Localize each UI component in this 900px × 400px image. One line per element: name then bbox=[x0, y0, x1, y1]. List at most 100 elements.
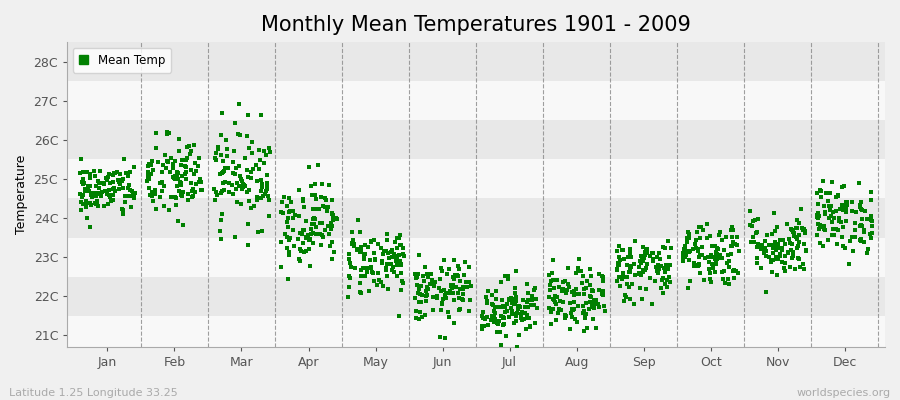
Point bbox=[175, 193, 189, 200]
Point bbox=[679, 252, 693, 258]
Point bbox=[613, 257, 627, 264]
Point bbox=[447, 320, 462, 327]
Point bbox=[258, 152, 273, 158]
Point bbox=[490, 320, 504, 326]
Point bbox=[720, 260, 734, 266]
Point bbox=[678, 254, 692, 260]
Point bbox=[623, 269, 637, 275]
Point bbox=[351, 216, 365, 223]
Point bbox=[148, 187, 163, 194]
Point bbox=[342, 273, 356, 280]
Point bbox=[296, 204, 310, 210]
Point bbox=[324, 220, 338, 226]
Point bbox=[325, 197, 339, 203]
Point bbox=[784, 226, 798, 233]
Point bbox=[253, 176, 267, 183]
Point bbox=[753, 242, 768, 248]
Point bbox=[452, 266, 466, 272]
Point bbox=[382, 285, 396, 292]
Point bbox=[750, 244, 764, 251]
Point bbox=[421, 286, 436, 292]
Point bbox=[325, 210, 339, 216]
Point bbox=[821, 198, 835, 204]
Point bbox=[771, 256, 786, 263]
Point bbox=[678, 250, 692, 256]
Point bbox=[681, 235, 696, 242]
Point bbox=[167, 173, 182, 180]
Point bbox=[302, 236, 317, 242]
Point bbox=[292, 246, 307, 252]
Point bbox=[420, 284, 435, 290]
Point bbox=[312, 230, 327, 237]
Point bbox=[632, 270, 646, 277]
Point bbox=[760, 232, 774, 238]
Point bbox=[308, 181, 322, 187]
Point bbox=[364, 239, 379, 245]
Point bbox=[382, 255, 396, 261]
Point bbox=[409, 315, 423, 322]
Point bbox=[519, 312, 534, 319]
Point bbox=[374, 260, 389, 266]
Point bbox=[419, 293, 434, 300]
Point bbox=[829, 226, 843, 233]
Point bbox=[393, 262, 408, 268]
Point bbox=[435, 306, 449, 313]
Point bbox=[796, 266, 811, 272]
Point bbox=[575, 280, 590, 286]
Point bbox=[328, 215, 343, 222]
Point bbox=[596, 278, 610, 284]
Point bbox=[768, 239, 782, 246]
Point bbox=[446, 281, 460, 288]
Point bbox=[640, 261, 654, 267]
Point bbox=[74, 198, 88, 205]
Point bbox=[279, 245, 293, 251]
Point bbox=[831, 226, 845, 233]
Point bbox=[172, 148, 186, 154]
Point bbox=[178, 164, 193, 170]
Point bbox=[259, 186, 274, 192]
Point bbox=[773, 237, 788, 243]
Point bbox=[90, 201, 104, 207]
Point bbox=[444, 281, 458, 288]
Point bbox=[564, 306, 579, 312]
Point bbox=[780, 249, 795, 255]
Point bbox=[438, 294, 453, 301]
Point bbox=[310, 162, 325, 168]
Point bbox=[160, 158, 175, 164]
Point bbox=[76, 169, 90, 175]
Point bbox=[749, 230, 763, 236]
Point bbox=[282, 209, 296, 216]
Point bbox=[353, 288, 367, 295]
Point bbox=[259, 172, 274, 178]
Point bbox=[353, 280, 367, 286]
Point bbox=[228, 234, 242, 241]
Point bbox=[75, 179, 89, 185]
Point bbox=[863, 213, 878, 219]
Point bbox=[865, 218, 879, 224]
Point bbox=[508, 300, 522, 306]
Point bbox=[815, 243, 830, 249]
Point bbox=[491, 303, 506, 310]
Point bbox=[209, 189, 223, 195]
Point bbox=[342, 251, 356, 257]
Point bbox=[580, 324, 594, 331]
Point bbox=[589, 324, 603, 331]
Point bbox=[280, 234, 294, 240]
Point bbox=[508, 300, 522, 307]
Point bbox=[72, 170, 86, 176]
Point bbox=[779, 221, 794, 228]
Point bbox=[385, 254, 400, 260]
Point bbox=[104, 198, 118, 204]
Point bbox=[112, 178, 126, 185]
Point bbox=[296, 196, 310, 202]
Point bbox=[726, 268, 741, 274]
Point bbox=[643, 274, 657, 281]
Point bbox=[862, 231, 877, 237]
Point bbox=[115, 184, 130, 191]
Point bbox=[704, 254, 718, 260]
Point bbox=[433, 276, 447, 282]
Point bbox=[187, 171, 202, 177]
Point bbox=[230, 180, 244, 186]
Point bbox=[703, 233, 717, 240]
Point bbox=[286, 226, 301, 233]
